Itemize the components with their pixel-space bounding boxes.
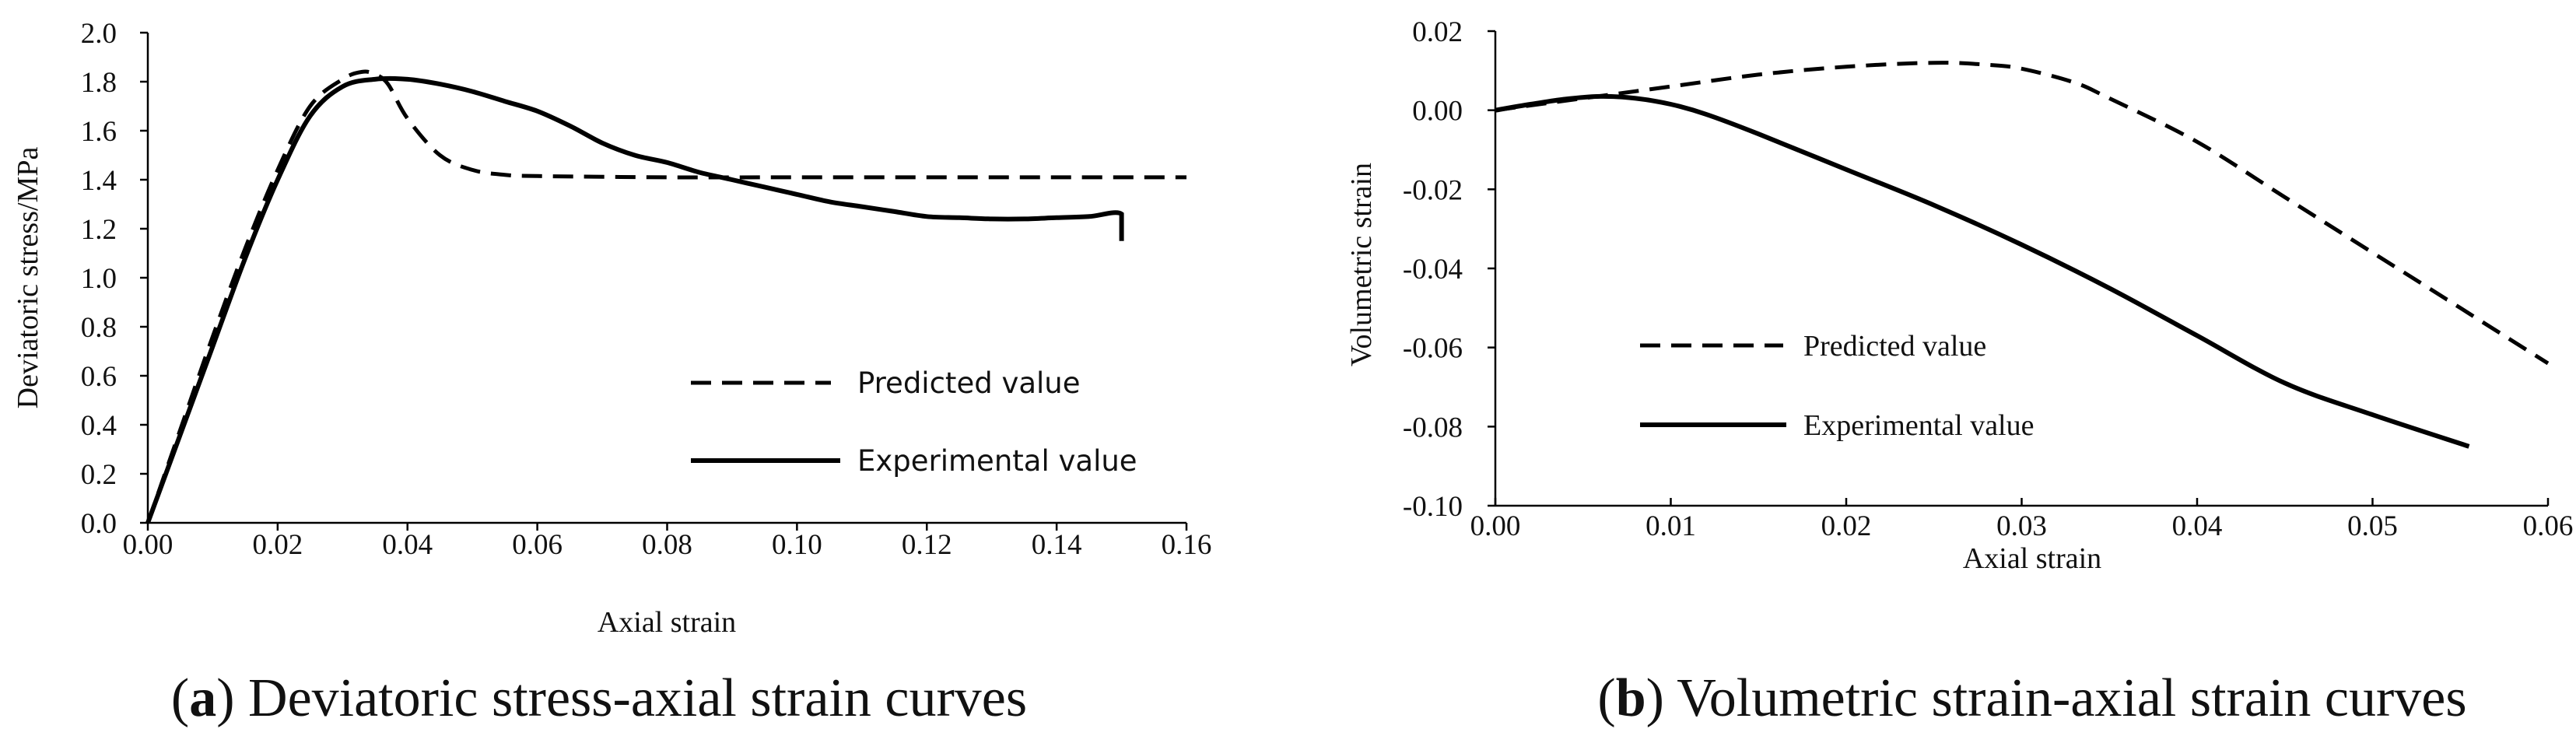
- panel-a-y-axis-title: Deviatoric stress/MPa: [12, 147, 44, 409]
- panel-a-y-tick-label: 1.4: [81, 165, 117, 197]
- panel-a: 0.00 0.02 0.04 0.06 0.08 0.10 0.12 0.14 0.16 0.0…: [12, 18, 1211, 728]
- panel-b-x-ticks: 0.00 0.01 0.02 0.03 0.04 0.05 0.06: [1470, 498, 2574, 542]
- panel-a-x-tick-label: 0.00: [123, 529, 173, 561]
- panel-b-x-tick-label: 0.06: [2523, 510, 2574, 542]
- panel-a-y-tick-label: 0.6: [81, 361, 117, 393]
- panel-b-predicted-line: [1495, 61, 2550, 366]
- panel-a-y-ticks: 0.0 0.2 0.4 0.6 0.8 1.0 1.2 1.4 1.6 1.8 2.0: [81, 18, 148, 540]
- panel-a-y-tick-label: 1.6: [81, 116, 117, 148]
- panel-b-x-tick-label: 0.02: [1821, 510, 1872, 542]
- panel-b-y-tick-label: 0.02: [1412, 16, 1463, 48]
- panel-b-legend-predicted-label: Predicted value: [1803, 330, 1986, 363]
- panel-a-experimental-line: [145, 75, 1124, 524]
- panel-a-caption-text: Deviatoric stress-axial strain curves: [235, 668, 1028, 728]
- panel-b-x-tick-label: 0.04: [2172, 510, 2223, 542]
- panel-b-y-ticks: 0.02 0.00 -0.02 -0.04 -0.06 -0.08 -0.10: [1403, 16, 1495, 523]
- panel-b-x-tick-label: 0.00: [1470, 510, 1521, 542]
- panel-a-x-tick-label: 0.14: [1032, 529, 1082, 561]
- panel-b-caption: (b) Volumetric strain-axial strain curve…: [1597, 668, 2466, 728]
- panel-a-legend-predicted-label: Predicted value: [857, 366, 1081, 400]
- panel-a-x-tick-label: 0.02: [253, 529, 303, 561]
- panel-b-y-tick-label: -0.10: [1403, 491, 1463, 523]
- panel-b-experimental-line: [1495, 93, 2470, 449]
- panel-b-x-tick-label: 0.01: [1645, 510, 1696, 542]
- panel-a-x-tick-label: 0.08: [642, 529, 692, 561]
- panel-a-legend-experimental-label: Experimental value: [857, 444, 1137, 478]
- panel-a-y-tick-label: 1.2: [81, 214, 117, 246]
- panel-b-x-tick-label: 0.05: [2347, 510, 2398, 542]
- panel-a-x-ticks: 0.00 0.02 0.04 0.06 0.08 0.10 0.12 0.14 0.16: [123, 523, 1212, 561]
- panel-a-caption: (a) Deviatoric stress-axial strain curve…: [171, 668, 1027, 728]
- panel-a-y-tick-label: 1.0: [81, 263, 117, 295]
- panel-a-y-tick-label: 0.4: [81, 410, 117, 442]
- panel-b-y-tick-label: -0.02: [1403, 174, 1463, 206]
- panel-a-predicted-line: [145, 69, 1186, 524]
- panel-b-legend-experimental-label: Experimental value: [1803, 409, 2035, 442]
- panel-b-y-axis-title: Volumetric strain: [1345, 163, 1378, 366]
- panel-a-y-tick-label: 0.0: [81, 508, 117, 540]
- panel-a-x-tick-label: 0.06: [512, 529, 563, 561]
- panel-a-x-axis-title: Axial strain: [598, 606, 736, 639]
- panel-a-x-tick-label: 0.16: [1162, 529, 1212, 561]
- panel-b: 0.00 0.01 0.02 0.03 0.04 0.05 0.06 0.020.00-0.…: [1345, 16, 2573, 728]
- panel-b-y-tick-label: -0.08: [1403, 412, 1463, 443]
- panel-b-caption-letter: b: [1616, 668, 1646, 728]
- panel-b-y-tick-label: 0.00: [1412, 96, 1463, 128]
- panel-a-caption-letter: a: [189, 668, 216, 728]
- panel-b-y-tick-label: -0.04: [1403, 254, 1463, 286]
- panel-a-y-tick-label: 2.0: [81, 18, 117, 50]
- panel-b-caption-text: Volumetric strain-axial strain curves: [1664, 668, 2467, 728]
- panel-b-x-axis-title: Axial strain: [1963, 542, 2101, 575]
- panel-a-y-tick-label: 0.2: [81, 459, 117, 491]
- panel-a-x-tick-label: 0.10: [772, 529, 822, 561]
- panel-a-x-tick-label: 0.04: [382, 529, 433, 561]
- panel-b-x-tick-label: 0.03: [1996, 510, 2047, 542]
- panel-a-y-tick-label: 0.8: [81, 312, 117, 344]
- panel-b-y-tick-label: -0.06: [1403, 333, 1463, 365]
- panel-a-x-tick-label: 0.12: [902, 529, 952, 561]
- panel-a-y-tick-label: 1.8: [81, 67, 117, 99]
